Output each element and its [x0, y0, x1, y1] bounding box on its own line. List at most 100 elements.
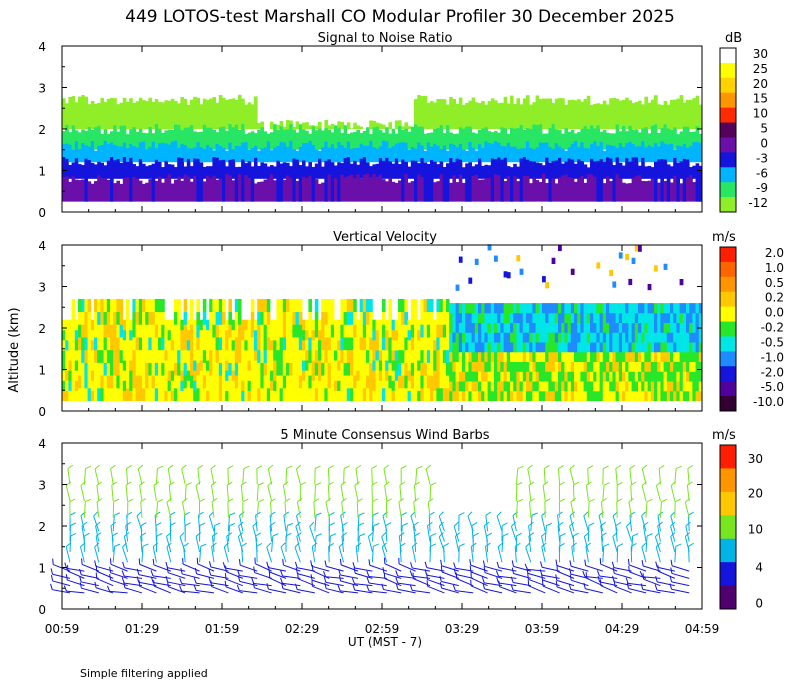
snr-cell [180, 129, 184, 150]
vv-cell [644, 312, 648, 324]
snr-cell [334, 148, 338, 163]
vv-cell [254, 360, 258, 371]
snr-cell [164, 100, 168, 129]
vv-cell [270, 380, 274, 391]
snr-cell [350, 132, 354, 150]
vv-cell [455, 371, 460, 382]
snr-cell [215, 179, 220, 202]
wind-barb [413, 501, 417, 518]
wind-barb [642, 525, 647, 542]
snr-cell [628, 161, 632, 179]
wind-barb [569, 515, 575, 532]
wind-barb-flag [165, 561, 169, 568]
vv-cell [228, 349, 232, 363]
snr-cell [321, 166, 325, 179]
vv-cell [74, 370, 79, 381]
wind-barb [67, 579, 85, 587]
snr-cell [433, 161, 437, 179]
snr-cell [167, 174, 172, 202]
vv-cell [503, 271, 508, 278]
snr-cell [692, 182, 696, 202]
vv-cell [311, 390, 316, 402]
snr-cell [609, 133, 613, 150]
vv-cell [94, 375, 98, 389]
snr-cell [430, 101, 434, 129]
snr-cell [612, 98, 616, 129]
vv-cell [490, 322, 495, 333]
snr-cell [314, 126, 319, 129]
vv-cell [164, 370, 168, 381]
wind-barb-flag [167, 464, 174, 470]
vv-cell [426, 298, 431, 313]
wind-barb [197, 515, 201, 532]
vv-cell [631, 351, 636, 363]
vv-cell [436, 311, 440, 325]
vv-cell [612, 351, 616, 363]
snr-cell [282, 142, 287, 163]
wind-barb-flag [516, 532, 522, 537]
vv-cell [577, 390, 581, 402]
snr-cell [148, 165, 152, 179]
vv-cell [362, 349, 367, 363]
snr-cell [481, 179, 485, 202]
vv-cell [519, 371, 524, 382]
vv-cell [577, 381, 581, 392]
snr-cell [484, 178, 488, 202]
vv-cell [340, 324, 344, 338]
wind-barb [670, 536, 676, 553]
vv-cell [692, 361, 696, 372]
vv-cell [401, 387, 405, 402]
snr-cell [458, 127, 463, 150]
vv-cell [234, 337, 239, 351]
wind-barb-flag [627, 558, 630, 565]
wind-barb [227, 525, 231, 542]
vv-cell [334, 319, 338, 331]
vv-cell [654, 381, 658, 392]
snr-cell [78, 164, 82, 179]
vv-cell [596, 303, 600, 314]
vv-cell [426, 362, 431, 376]
vv-cell [529, 381, 533, 392]
vv-cell [663, 332, 668, 343]
vv-cell [593, 303, 597, 314]
wind-barb [512, 589, 531, 594]
vv-cell [362, 298, 367, 313]
snr-cell [90, 162, 95, 179]
snr-cell [455, 147, 460, 163]
vv-cell [500, 303, 504, 314]
snr-cell [340, 144, 344, 163]
vv-cell [350, 324, 354, 338]
snr-cell [71, 149, 76, 163]
snr-cell [682, 165, 687, 202]
vv-cell [292, 362, 296, 376]
wind-barb-flag [413, 498, 419, 503]
vv-cell [593, 312, 597, 324]
vv-cell [417, 360, 421, 371]
vv-cell [666, 351, 671, 363]
vv-cell [126, 311, 130, 325]
vv-cell [81, 362, 85, 376]
vv-cell [606, 322, 610, 333]
vv-cell [631, 322, 636, 333]
vv-cell [68, 380, 72, 391]
vv-cell [132, 349, 136, 363]
vv-cell [369, 387, 373, 402]
vv-cell [554, 322, 559, 333]
wind-barb-flag [424, 569, 428, 576]
vv-cell [622, 351, 626, 363]
vv-cell [682, 303, 687, 314]
wind-barb-flag [109, 566, 112, 573]
wind-barb-flag [94, 464, 100, 470]
vv-cell [254, 370, 258, 381]
snr-cell [673, 175, 677, 202]
vv-cell [542, 276, 546, 283]
wind-barb [557, 515, 561, 532]
snr-cell [414, 98, 418, 129]
vv-cell [148, 362, 152, 376]
vv-cell [529, 322, 533, 333]
vv-cell [606, 390, 610, 402]
wind-barb-flag [559, 481, 565, 486]
vv-cell [449, 322, 453, 333]
vv-cell [398, 311, 402, 325]
wind-barb [441, 565, 459, 572]
